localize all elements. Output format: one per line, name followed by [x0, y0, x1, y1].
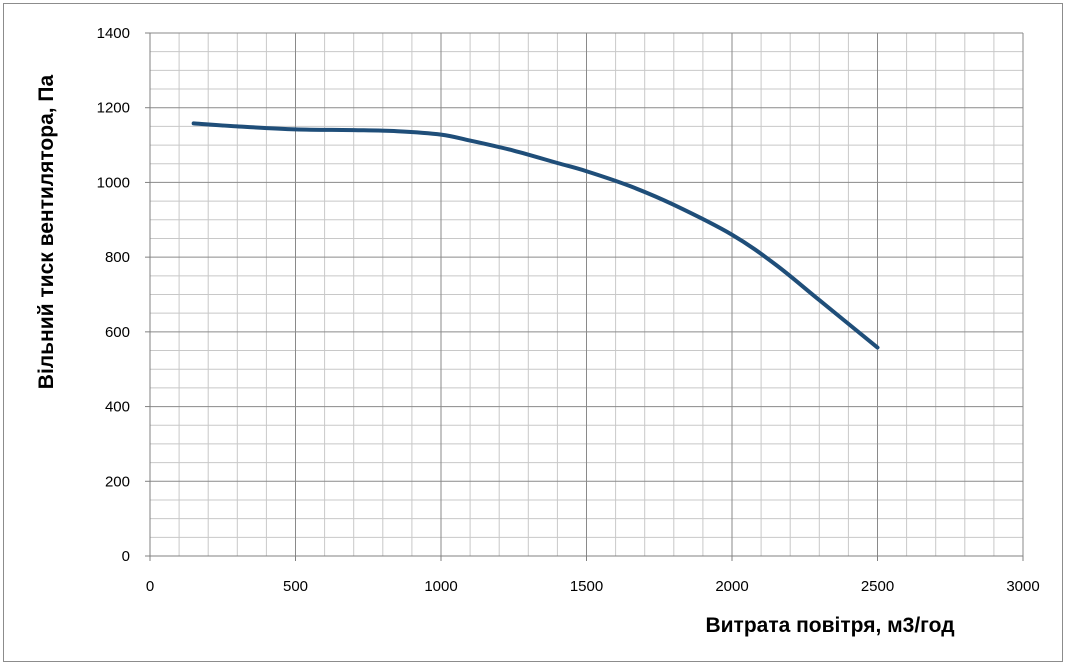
y-tick-label: 400 [105, 399, 130, 416]
y-tick-label: 1400 [97, 25, 130, 42]
x-tick-label: 0 [146, 578, 154, 595]
major-gridlines [149, 32, 1024, 557]
chart-frame [3, 3, 1063, 662]
y-tick-label: 800 [105, 249, 130, 266]
y-axis-title: Вільний тиск вентилятора, Па [35, 74, 58, 389]
y-tick-label: 0 [122, 548, 130, 565]
x-tick-labels: 0 500 1000 1500 2000 2500 3000 [146, 578, 1040, 595]
y-tick-label: 200 [105, 473, 130, 490]
x-tick-label: 1000 [424, 578, 457, 595]
series-line [191, 121, 880, 350]
x-tick-label: 2500 [861, 578, 894, 595]
x-tick-label: 3000 [1006, 578, 1039, 595]
x-tick-label: 1500 [570, 578, 603, 595]
x-axis-title: Витрата повітря, м3/год [705, 614, 954, 637]
series-lines [191, 121, 880, 350]
y-tick-label: 1000 [97, 174, 130, 191]
axes [145, 32, 1024, 561]
y-tick-label: 600 [105, 324, 130, 341]
y-tick-labels: 0 200 400 600 800 1000 1200 1400 [97, 25, 130, 565]
x-tick-label: 500 [283, 578, 308, 595]
x-tick-label: 2000 [715, 578, 748, 595]
y-tick-label: 1200 [97, 100, 130, 117]
